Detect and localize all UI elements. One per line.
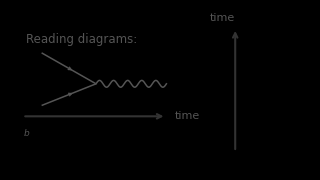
Text: Reading diagrams:: Reading diagrams: (26, 33, 137, 46)
Text: time: time (174, 111, 200, 121)
Text: time: time (210, 14, 235, 23)
Text: b: b (24, 129, 30, 138)
